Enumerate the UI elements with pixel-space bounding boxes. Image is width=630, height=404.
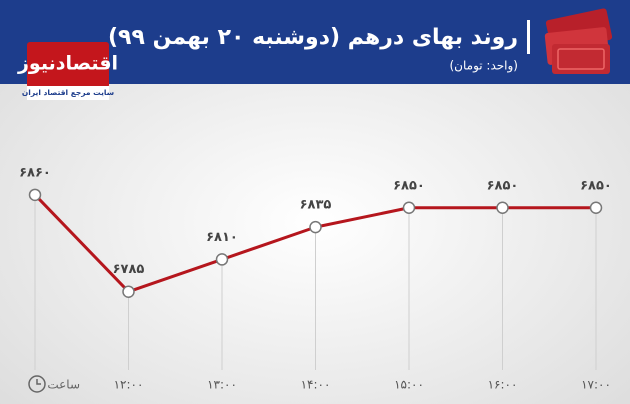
data-label: ۶۸۵۰ bbox=[487, 178, 519, 193]
x-axis-label: ساعت bbox=[47, 378, 80, 392]
clock-icon bbox=[28, 375, 46, 393]
data-point bbox=[309, 220, 322, 234]
data-point bbox=[402, 201, 416, 214]
data-label: ۶۸۱۰ bbox=[206, 230, 238, 245]
x-tick-label: ۱۳:۰۰ bbox=[207, 378, 237, 392]
data-label: ۶۸۵۰ bbox=[580, 178, 612, 193]
chart-subtitle: (واحد: تومان) bbox=[449, 59, 518, 74]
x-tick-label: ۱۵:۰۰ bbox=[394, 378, 424, 392]
chart-title: روند بهای درهم (دوشنبه ۲۰ بهمن ۹۹) bbox=[108, 25, 518, 50]
data-point bbox=[496, 201, 509, 214]
data-label: ۶۸۵۰ bbox=[393, 178, 425, 193]
data-point bbox=[28, 188, 42, 202]
x-tick-label: ۱۶:۰۰ bbox=[488, 378, 518, 392]
money-icon bbox=[544, 8, 613, 74]
x-tick-label: ۱۴:۰۰ bbox=[301, 378, 331, 392]
logo-tagline-box bbox=[27, 86, 109, 100]
data-label: ۶۸۳۵ bbox=[300, 198, 332, 213]
data-label: ۶۸۶۰ bbox=[19, 165, 51, 180]
logo-text: اقتصادنیوز bbox=[17, 53, 118, 75]
data-point bbox=[589, 201, 603, 214]
data-label: ۶۷۸۵ bbox=[113, 262, 145, 277]
data-point bbox=[215, 253, 229, 266]
x-tick-label: ۱۲:۰۰ bbox=[114, 378, 144, 392]
title-separator bbox=[527, 20, 530, 54]
logo-tagline: سایت مرجع اقتصاد ایران bbox=[22, 88, 114, 97]
logo-box bbox=[27, 42, 109, 88]
data-point bbox=[122, 285, 135, 298]
x-tick-label: ۱۷:۰۰ bbox=[581, 378, 611, 392]
